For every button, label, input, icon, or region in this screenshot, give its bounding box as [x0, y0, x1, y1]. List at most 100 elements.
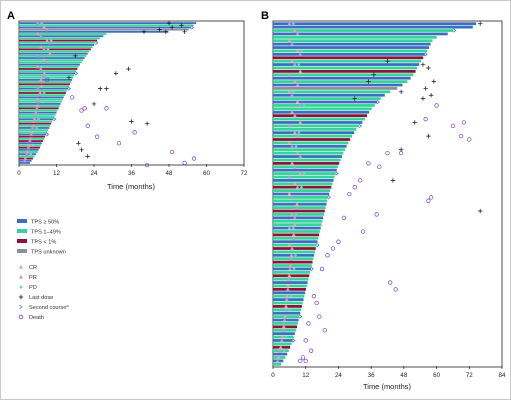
cr-marker — [287, 191, 292, 196]
pd-marker — [284, 335, 288, 339]
last-dose-marker — [420, 62, 426, 67]
panel-a-bar — [19, 50, 90, 53]
pd-marker — [29, 152, 33, 156]
panel-a-bar — [19, 72, 76, 75]
last-dose-marker — [144, 121, 150, 126]
panel-a-bar — [19, 57, 85, 59]
cr-marker — [287, 38, 292, 43]
pr-marker — [283, 307, 288, 312]
panel-b-bar — [273, 230, 320, 233]
panel-b-bar — [273, 73, 414, 77]
panel-b-bar — [273, 189, 331, 192]
cr-marker — [295, 48, 300, 53]
death-marker — [116, 141, 122, 146]
second-course-marker — [358, 123, 363, 128]
panel-b-bar — [273, 131, 355, 135]
panel-b-bar — [273, 318, 299, 322]
death-marker — [358, 178, 363, 183]
cr-marker — [292, 79, 297, 84]
panel-a-bar — [19, 65, 79, 68]
cr-marker — [280, 334, 285, 339]
panel-b-x-ticks: 0 12 24 36 48 60 72 84 — [271, 366, 506, 379]
last-dose-marker — [66, 75, 72, 80]
panel-b-bar — [273, 100, 378, 104]
death-marker — [314, 300, 319, 306]
death-marker — [85, 123, 90, 128]
pd-marker — [291, 90, 295, 94]
pd-marker — [293, 253, 298, 258]
last-dose-marker — [169, 25, 175, 30]
death-marker — [319, 266, 325, 272]
pd-marker — [288, 308, 292, 312]
pr-marker — [287, 225, 292, 230]
death-marker — [352, 185, 357, 190]
pr-marker — [36, 99, 41, 104]
panel-a-bar — [19, 122, 52, 125]
panel-a-bar — [19, 70, 77, 73]
panel-a-bar — [19, 155, 35, 158]
panel-b-bar — [273, 63, 420, 66]
panel-b-x-tick-label: 0 — [271, 372, 275, 379]
panel-a-bar — [19, 41, 96, 44]
second-course-marker — [299, 314, 303, 319]
panel-a-x-tick-label: 36 — [128, 170, 135, 177]
pr-marker — [287, 174, 292, 179]
cr-marker — [289, 253, 294, 257]
pd-marker — [36, 117, 41, 122]
last-dose-marker — [163, 29, 169, 35]
death-marker — [450, 123, 456, 129]
panel-a-bar — [19, 39, 98, 42]
panel-b-x-tick-label: 60 — [433, 372, 440, 379]
pr-marker — [34, 106, 39, 110]
panel-b-bar — [273, 274, 310, 278]
panel-b-bar — [273, 104, 375, 107]
last-dose-marker — [126, 66, 131, 72]
panel-b-x-tick-label: 24 — [335, 372, 342, 379]
last-dose-marker — [91, 101, 97, 107]
death-marker — [330, 246, 336, 251]
panel-a-bar — [19, 92, 66, 94]
last-dose-marker — [182, 29, 187, 35]
panel-b-bar — [273, 151, 344, 155]
panel-a-bar — [19, 76, 74, 79]
death-marker — [182, 160, 187, 166]
pr-marker — [279, 338, 284, 343]
last-dose-marker — [104, 86, 109, 91]
second-course-marker — [316, 242, 320, 248]
pd-marker — [297, 62, 301, 67]
cr-marker — [42, 71, 47, 75]
panel-b: B 0 12 24 36 48 60 72 84 Time (months) — [261, 10, 506, 391]
pr-marker — [298, 154, 303, 159]
panel-a-bar — [19, 46, 93, 49]
panel-a-bar — [19, 148, 39, 151]
legend: TPS ≥ 50% TPS 1–49% TPS < 1% TPS unknown CR P… — [17, 219, 69, 321]
panel-b-bar — [273, 298, 304, 301]
pr-marker — [282, 317, 287, 322]
pd-marker — [291, 226, 295, 230]
death-marker — [458, 133, 464, 139]
pd-marker — [289, 294, 293, 298]
pr-marker — [33, 112, 38, 117]
second-course-marker — [190, 25, 195, 30]
death-marker — [298, 358, 303, 364]
last-dose-marker — [477, 208, 483, 214]
panel-a-bar — [19, 103, 61, 105]
cr-marker — [295, 99, 300, 104]
panel-a-x-ticks: 0 12 24 36 48 60 72 — [17, 164, 248, 177]
death-marker — [317, 314, 322, 319]
panel-a-bar — [19, 133, 47, 136]
panel-a-bar — [19, 111, 57, 114]
death-marker — [69, 95, 75, 100]
last-dose-marker — [166, 20, 172, 26]
panel-b-bar — [273, 107, 372, 111]
panel-a-bar — [19, 94, 65, 97]
legend-label: Death — [29, 315, 44, 321]
panel-b-bar — [273, 69, 416, 73]
cr-marker — [35, 103, 40, 108]
pr-marker — [288, 266, 293, 271]
pr-marker — [287, 72, 292, 77]
panel-b-bar — [273, 260, 313, 264]
death-marker — [169, 149, 175, 155]
pr-marker — [37, 92, 42, 97]
panel-b-bar — [273, 226, 321, 230]
